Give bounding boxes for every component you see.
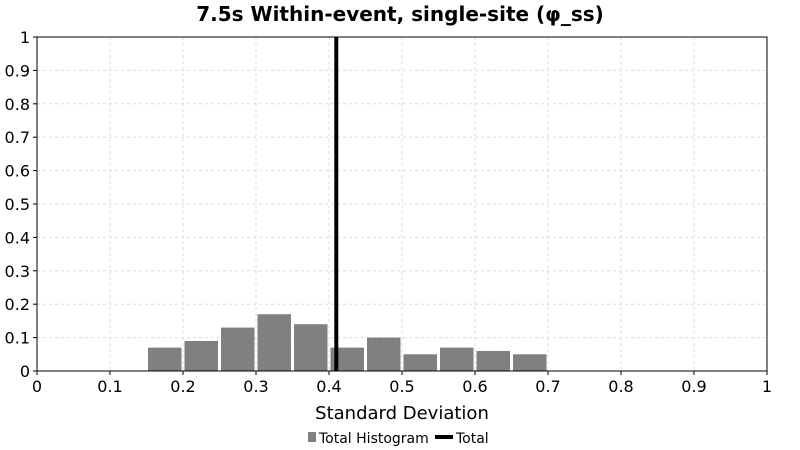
- histogram-bar: [403, 354, 437, 371]
- y-tick-label: 0.4: [5, 228, 30, 247]
- histogram-bar: [257, 314, 291, 371]
- x-tick-label: 1: [762, 377, 772, 396]
- x-tick-label: 0.4: [316, 377, 341, 396]
- y-tick-label: 0.7: [5, 128, 30, 147]
- histogram-bars: [148, 314, 547, 371]
- x-tick-label: 0.6: [462, 377, 487, 396]
- legend-label-total: Total: [455, 431, 489, 447]
- x-tick-label: 0.9: [681, 377, 706, 396]
- y-tick-label: 0.2: [5, 295, 30, 314]
- x-tick-label: 0: [32, 377, 42, 396]
- y-tick-label: 0.3: [5, 262, 30, 281]
- histogram-bar: [294, 324, 328, 371]
- histogram-bar: [440, 347, 474, 371]
- x-axis-label: Standard Deviation: [315, 403, 489, 424]
- y-tick-label: 0: [20, 362, 30, 381]
- histogram-bar: [330, 347, 364, 371]
- x-tick-label: 0.5: [389, 377, 414, 396]
- histogram-bar: [367, 337, 401, 371]
- histogram-bar: [148, 347, 182, 371]
- legend: Total Histogram Total: [308, 431, 489, 447]
- grid-lines: [37, 37, 767, 371]
- histogram-bar: [476, 350, 510, 371]
- y-tick-label: 0.6: [5, 162, 30, 181]
- axis-ticks: 0 0.1 0.2 0.3 0.4 0.5 0.6 0.7 0.8 0.9 1 0 0.1 0.2 0.3 0…: [5, 28, 773, 396]
- x-tick-label: 0.2: [170, 377, 195, 396]
- x-tick-label: 0.1: [97, 377, 122, 396]
- x-tick-label: 0.8: [608, 377, 633, 396]
- y-tick-label: 0.5: [5, 195, 30, 214]
- y-tick-label: 0.9: [5, 61, 30, 80]
- histogram-bar: [184, 340, 218, 371]
- x-tick-label: 0.7: [535, 377, 560, 396]
- x-tick-label: 0.3: [243, 377, 268, 396]
- legend-label-histogram: Total Histogram: [318, 431, 429, 447]
- y-tick-label: 0.8: [5, 95, 30, 114]
- histogram-bar: [221, 327, 255, 371]
- legend-swatch-histogram: [308, 432, 316, 442]
- y-tick-label: 1: [20, 28, 30, 47]
- y-tick-label: 0.1: [5, 329, 30, 348]
- histogram-bar: [513, 354, 547, 371]
- chart-title: 7.5s Within-event, single-site (φ_ss): [196, 2, 604, 26]
